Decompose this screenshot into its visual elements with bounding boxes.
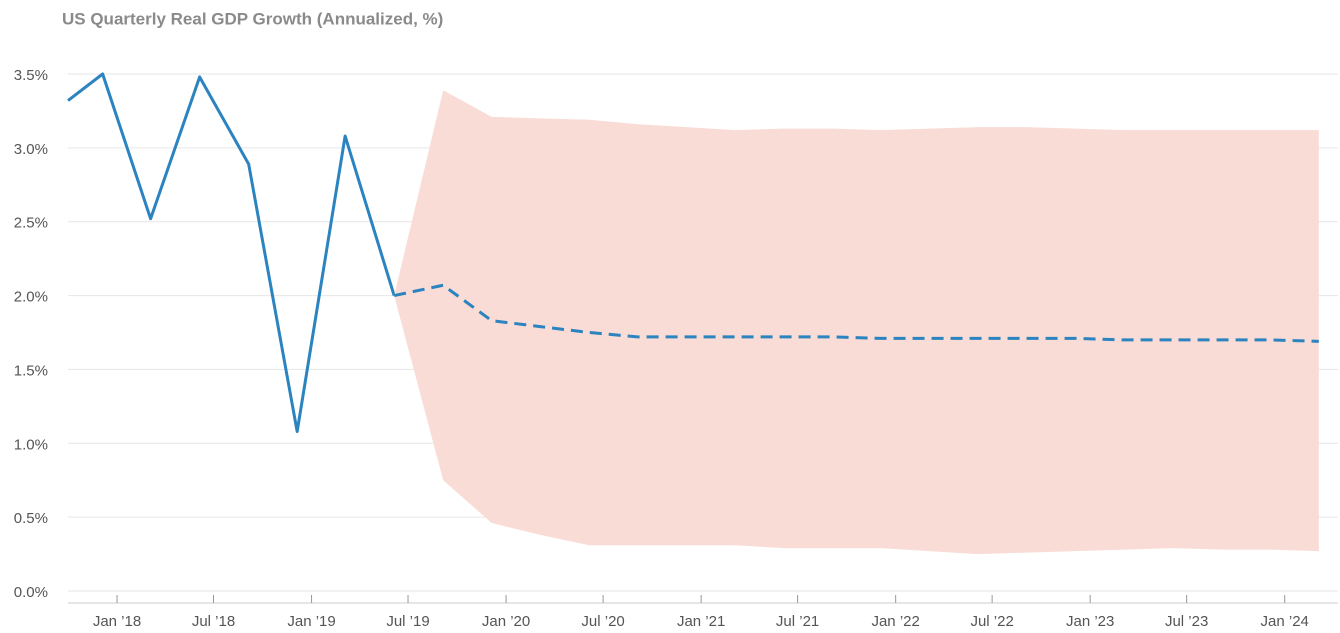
chart-title: US Quarterly Real GDP Growth (Annualized… <box>62 9 443 28</box>
x-tick-label: Jan ’18 <box>93 613 141 630</box>
x-tick-label: Jul ’19 <box>386 613 429 630</box>
x-tick-label: Jul ’20 <box>581 613 624 630</box>
x-tick-label: Jan ’23 <box>1066 613 1114 630</box>
x-tick-label: Jan ’22 <box>871 613 919 630</box>
x-tick-label: Jul ’21 <box>776 613 819 630</box>
y-tick-label: 0.0% <box>14 584 48 601</box>
x-tick-label: Jul ’18 <box>192 613 235 630</box>
x-tick-label: Jan ’21 <box>677 613 725 630</box>
y-tick-label: 2.0% <box>14 289 48 306</box>
x-tick-label: Jan ’24 <box>1261 613 1309 630</box>
y-tick-label: 3.5% <box>14 67 48 84</box>
x-tick-label: Jul ’23 <box>1165 613 1208 630</box>
confidence-band <box>394 90 1319 555</box>
y-tick-label: 0.5% <box>14 510 48 527</box>
y-tick-label: 3.0% <box>14 141 48 158</box>
x-tick-label: Jan ’19 <box>287 613 335 630</box>
x-tick-label: Jul ’22 <box>970 613 1013 630</box>
y-tick-label: 2.5% <box>14 215 48 232</box>
forecast-line <box>393 283 1319 343</box>
y-tick-label: 1.5% <box>14 362 48 379</box>
y-tick-label: 1.0% <box>14 436 48 453</box>
data-line <box>67 72 396 433</box>
x-tick-label: Jan ’20 <box>482 613 530 630</box>
